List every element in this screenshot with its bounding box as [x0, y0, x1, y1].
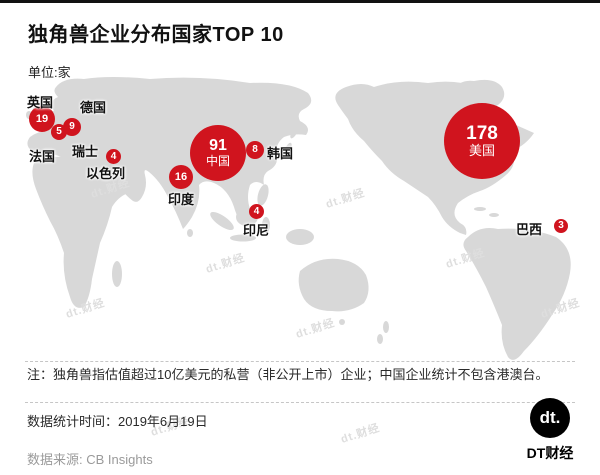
bubble-israel: 4: [106, 149, 121, 164]
dt-logo: dt. DT财经: [524, 398, 576, 463]
label-switzerland: 瑞士: [72, 144, 99, 159]
island-sumatra: [210, 211, 234, 231]
footnote: 注：独角兽指估值超过10亿美元的私营（非公开上市）企业；中国企业统计不包含港澳台…: [27, 367, 549, 382]
bubble-brazil: 3: [554, 219, 568, 233]
island-japan-main: [282, 142, 292, 160]
island-japan-north: [290, 127, 298, 139]
stat-time: 数据统计时间：2019年6月19日: [27, 414, 208, 429]
continent-eurasia: [27, 77, 312, 229]
label-brazil: 巴西: [516, 222, 543, 237]
bubble-usa-country: 美国: [468, 143, 495, 159]
label-israel: 以色列: [86, 166, 126, 181]
page-title: 独角兽企业分布国家TOP 10: [28, 24, 284, 46]
bubble-indonesia-value: 4: [253, 205, 260, 217]
bubble-germany: 9: [63, 118, 81, 136]
bubble-israel-value: 4: [110, 150, 117, 162]
unit-label: 单位:家: [28, 65, 71, 80]
bubble-china-country: 中国: [205, 154, 230, 169]
bubble-uk-value: 19: [35, 112, 49, 125]
bubble-india: 16: [169, 165, 193, 189]
continent-australia: [298, 258, 369, 312]
island-philippines: [257, 184, 269, 206]
divider-bottom: [25, 402, 575, 403]
label-france: 法国: [29, 149, 56, 164]
bubble-france-value: 5: [56, 126, 62, 138]
bubble-germany-value: 9: [69, 121, 75, 133]
island-nz-north: [383, 321, 389, 333]
continent-africa: [32, 156, 130, 308]
dt-logo-mark: dt.: [539, 408, 561, 427]
bubble-india-value: 16: [174, 170, 188, 183]
island-java: [230, 234, 256, 242]
bubble-south-korea: 8: [246, 141, 264, 159]
label-india: 印度: [168, 192, 195, 207]
dt-logo-icon: dt.: [530, 398, 570, 438]
islands-caribbean-2: [489, 213, 499, 217]
label-indonesia: 印尼: [243, 223, 270, 238]
bubble-uk: 19: [29, 106, 55, 132]
data-source: 数据来源: CB Insights: [27, 452, 153, 467]
bubble-usa: 178 美国: [444, 103, 520, 179]
island-sri-lanka: [187, 229, 193, 237]
bubble-indonesia: 4: [249, 204, 264, 219]
bubble-brazil-value: 3: [558, 220, 564, 232]
islands-caribbean-1: [474, 207, 486, 211]
label-germany: 德国: [80, 100, 107, 115]
bubble-usa-value: 178: [466, 123, 498, 145]
label-south-korea: 韩国: [267, 146, 294, 161]
island-new-guinea: [286, 229, 314, 245]
bubble-china-value: 91: [209, 137, 227, 155]
label-uk: 英国: [27, 95, 54, 110]
continent-south-america: [463, 228, 571, 360]
island-nz-south: [377, 334, 383, 344]
dt-logo-name: DT财经: [526, 445, 574, 461]
watermark: dt.财经: [339, 421, 382, 446]
divider-top: [25, 361, 575, 362]
top-accent-bar: [0, 0, 600, 3]
bubble-france: 5: [51, 124, 67, 140]
island-tasmania: [339, 319, 345, 325]
island-sulawesi: [262, 217, 270, 233]
bubble-south-korea-value: 8: [252, 144, 258, 156]
bubble-china: 91 中国: [190, 125, 246, 181]
island-madagascar: [112, 261, 122, 287]
